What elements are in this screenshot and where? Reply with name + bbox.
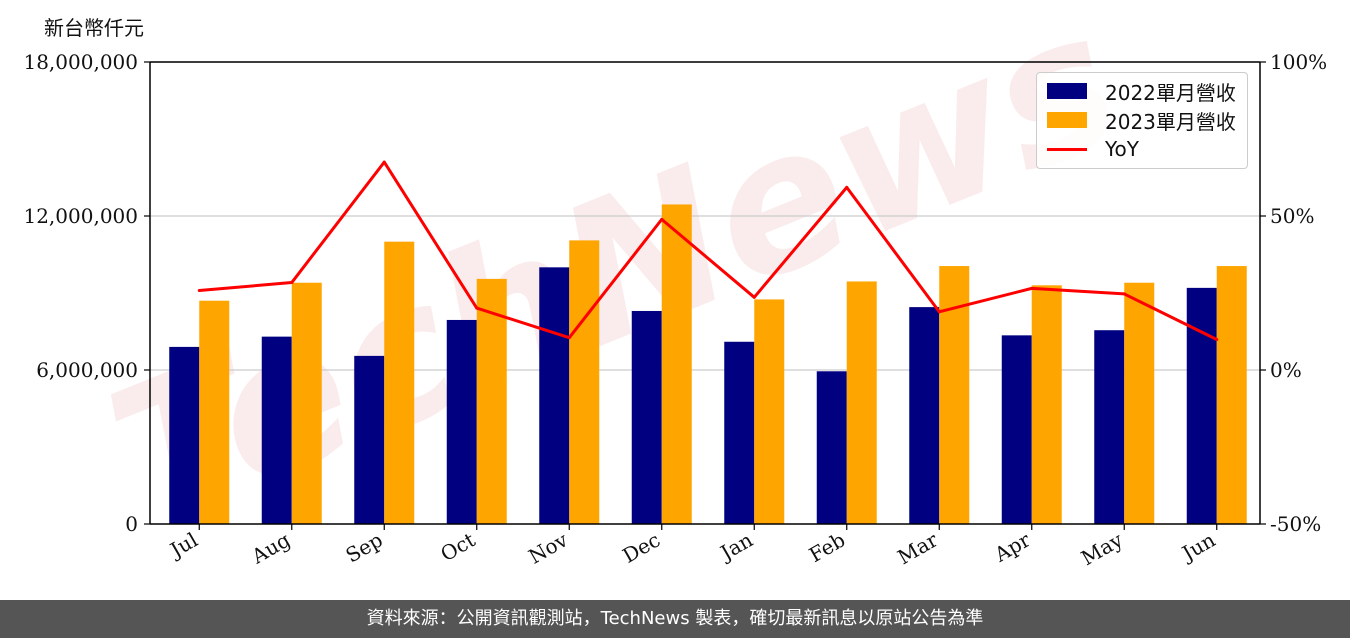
yoy-point-oct	[475, 306, 479, 310]
x-tick-label-feb: Feb	[805, 528, 849, 567]
bar-2023-apr	[1031, 285, 1062, 524]
yoy-point-jan	[752, 295, 756, 299]
legend-swatch-2023	[1047, 112, 1087, 128]
bar-2023-feb	[846, 281, 877, 524]
bar-2022-jan	[724, 341, 755, 524]
yoy-line-group	[197, 160, 1219, 342]
x-tick-label-sep: Sep	[342, 528, 387, 568]
x-tick-label-dec: Dec	[618, 528, 664, 568]
x-tick-label-mar: Mar	[893, 527, 942, 569]
yoy-line	[199, 160, 1218, 341]
x-tick-label-oct: Oct	[436, 528, 479, 567]
bar-2023-jun	[1216, 266, 1247, 524]
footer-source: 資料來源：公開資訊觀測站，TechNews 製表，確切最新訊息以原站公告為準	[0, 600, 1350, 638]
bar-2022-jul	[169, 346, 200, 524]
yoy-point-jul	[197, 289, 201, 293]
legend-item-yoy: YoY	[1047, 137, 1139, 161]
x-tick-label-jun: Jun	[1176, 527, 1219, 566]
right-tick-label: -50%	[1270, 512, 1321, 536]
right-tick-labels: 100% 50% 0% -50%	[1260, 50, 1327, 536]
yoy-point-sep	[382, 160, 386, 164]
bar-2023-jul	[199, 300, 230, 524]
bar-2022-dec	[631, 310, 662, 524]
bar-2022-nov	[539, 267, 570, 524]
bar-2022-jun	[1186, 287, 1217, 524]
right-tick-label: 50%	[1270, 204, 1314, 228]
axes	[149, 61, 1261, 525]
left-tick-labels: 18,000,000 12,000,000 6,000,000 0	[23, 50, 150, 536]
bar-2023-nov	[569, 240, 600, 524]
left-tick-label: 12,000,000	[23, 204, 138, 228]
yoy-point-aug	[290, 281, 294, 285]
x-tick-label-nov: Nov	[524, 527, 572, 569]
bar-2022-feb	[816, 371, 847, 524]
bar-2022-sep	[354, 355, 385, 524]
bar-2022-apr	[1001, 335, 1032, 524]
legend-label-yoy: YoY	[1105, 137, 1140, 161]
left-tick-label: 0	[125, 512, 138, 536]
right-tick-label: 100%	[1270, 50, 1327, 74]
bar-2022-mar	[909, 307, 940, 524]
legend-item-2023: 2023單月營收	[1047, 108, 1236, 134]
bar-2022-oct	[446, 319, 477, 524]
right-tick-label: 0%	[1270, 358, 1302, 382]
x-tick-label-apr: Apr	[990, 527, 1035, 567]
yoy-point-apr	[1030, 286, 1034, 290]
legend-swatch-2022	[1047, 83, 1087, 99]
bar-2023-aug	[291, 282, 322, 524]
bar-2023-may	[1124, 282, 1155, 524]
technews-watermark: TechNews	[83, 0, 1147, 570]
left-tick-label: 18,000,000	[23, 50, 138, 74]
yoy-point-mar	[937, 310, 941, 314]
bar-2023-dec	[661, 204, 692, 524]
legend-label-2023: 2023單月營收	[1105, 109, 1236, 134]
x-tick-label-jan: Jan	[715, 527, 757, 565]
x-tick-label-may: May	[1077, 527, 1127, 570]
chart: TechNews 18,000,00012,000,0006,000,0000 …	[23, 0, 1327, 570]
bar-2023-sep	[384, 241, 415, 524]
bar-2023-jan	[754, 299, 785, 524]
yoy-point-may	[1122, 292, 1126, 296]
yoy-point-dec	[660, 217, 664, 221]
bar-2022-may	[1094, 330, 1125, 524]
legend-line-yoy	[1047, 147, 1087, 151]
yoy-point-feb	[845, 185, 849, 189]
legend-item-2022: 2022單月營收	[1047, 79, 1236, 105]
legend: 2022單月營收 2023單月營收 YoY	[1036, 72, 1248, 169]
bar-2022-aug	[261, 336, 292, 524]
bar-2023-oct	[476, 278, 507, 524]
yoy-point-nov	[567, 336, 571, 340]
bars	[169, 204, 1247, 524]
y-axis-label: 新台幣仟元	[44, 16, 144, 40]
left-tick-label: 6,000,000	[36, 358, 138, 382]
x-tick-labels: Jul Aug Sep Oct Nov Dec Jan Feb Mar Apr May Jun	[164, 524, 1219, 570]
yoy-point-jun	[1215, 338, 1219, 342]
legend-label-2022: 2022單月營收	[1105, 80, 1236, 105]
